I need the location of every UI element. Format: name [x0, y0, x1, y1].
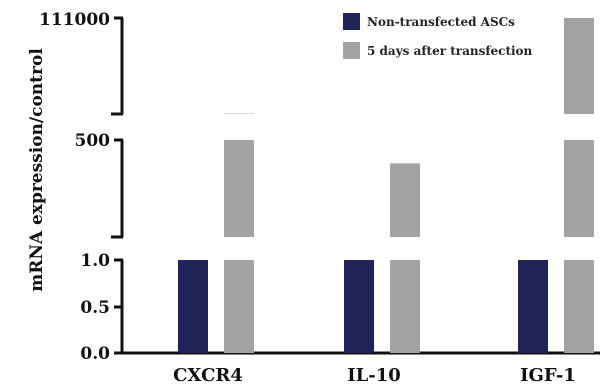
tick-label-111000: 111000 [39, 10, 110, 30]
bar-igf-1-series1-segment1 [564, 140, 594, 237]
x-tick-label-igf-1: IGF-1 [520, 365, 576, 386]
bars [178, 18, 594, 353]
bar-il-10-series0-segment0 [344, 260, 374, 353]
tick-label-500: 500 [75, 131, 111, 151]
tick-label-1.0: 1.0 [80, 251, 110, 271]
y-axis-title: mRNA expression/control [27, 48, 47, 292]
x-tick-label-il-10: IL-10 [347, 365, 401, 386]
bar-il-10-series1-segment1 [390, 163, 420, 237]
bar-igf-1-series1-segment0 [564, 260, 594, 353]
tick-label-0.5: 0.5 [80, 298, 110, 318]
legend: Non-transfected ASCs 5 days after transf… [343, 13, 533, 59]
x-tick-label-cxcr4: CXCR4 [173, 365, 243, 386]
y-axis [111, 18, 124, 353]
bar-igf-1-series1-segment2 [564, 18, 594, 114]
legend-label-non-transfected: Non-transfected ASCs [367, 15, 515, 29]
legend-swatch-transfected [343, 42, 360, 59]
bar-cxcr4-series1-segment1 [224, 140, 254, 237]
bar-cxcr4-series1-segment0 [224, 260, 254, 353]
tick-label-0.0: 0.0 [80, 344, 110, 364]
bar-igf-1-series0-segment0 [518, 260, 548, 353]
bar-cxcr4-series0-segment0 [178, 260, 208, 353]
y-ticks [114, 16, 123, 355]
bar-il-10-series1-segment0 [390, 260, 420, 353]
legend-label-transfected: 5 days after transfection [367, 44, 533, 58]
legend-swatch-non-transfected [343, 13, 360, 30]
